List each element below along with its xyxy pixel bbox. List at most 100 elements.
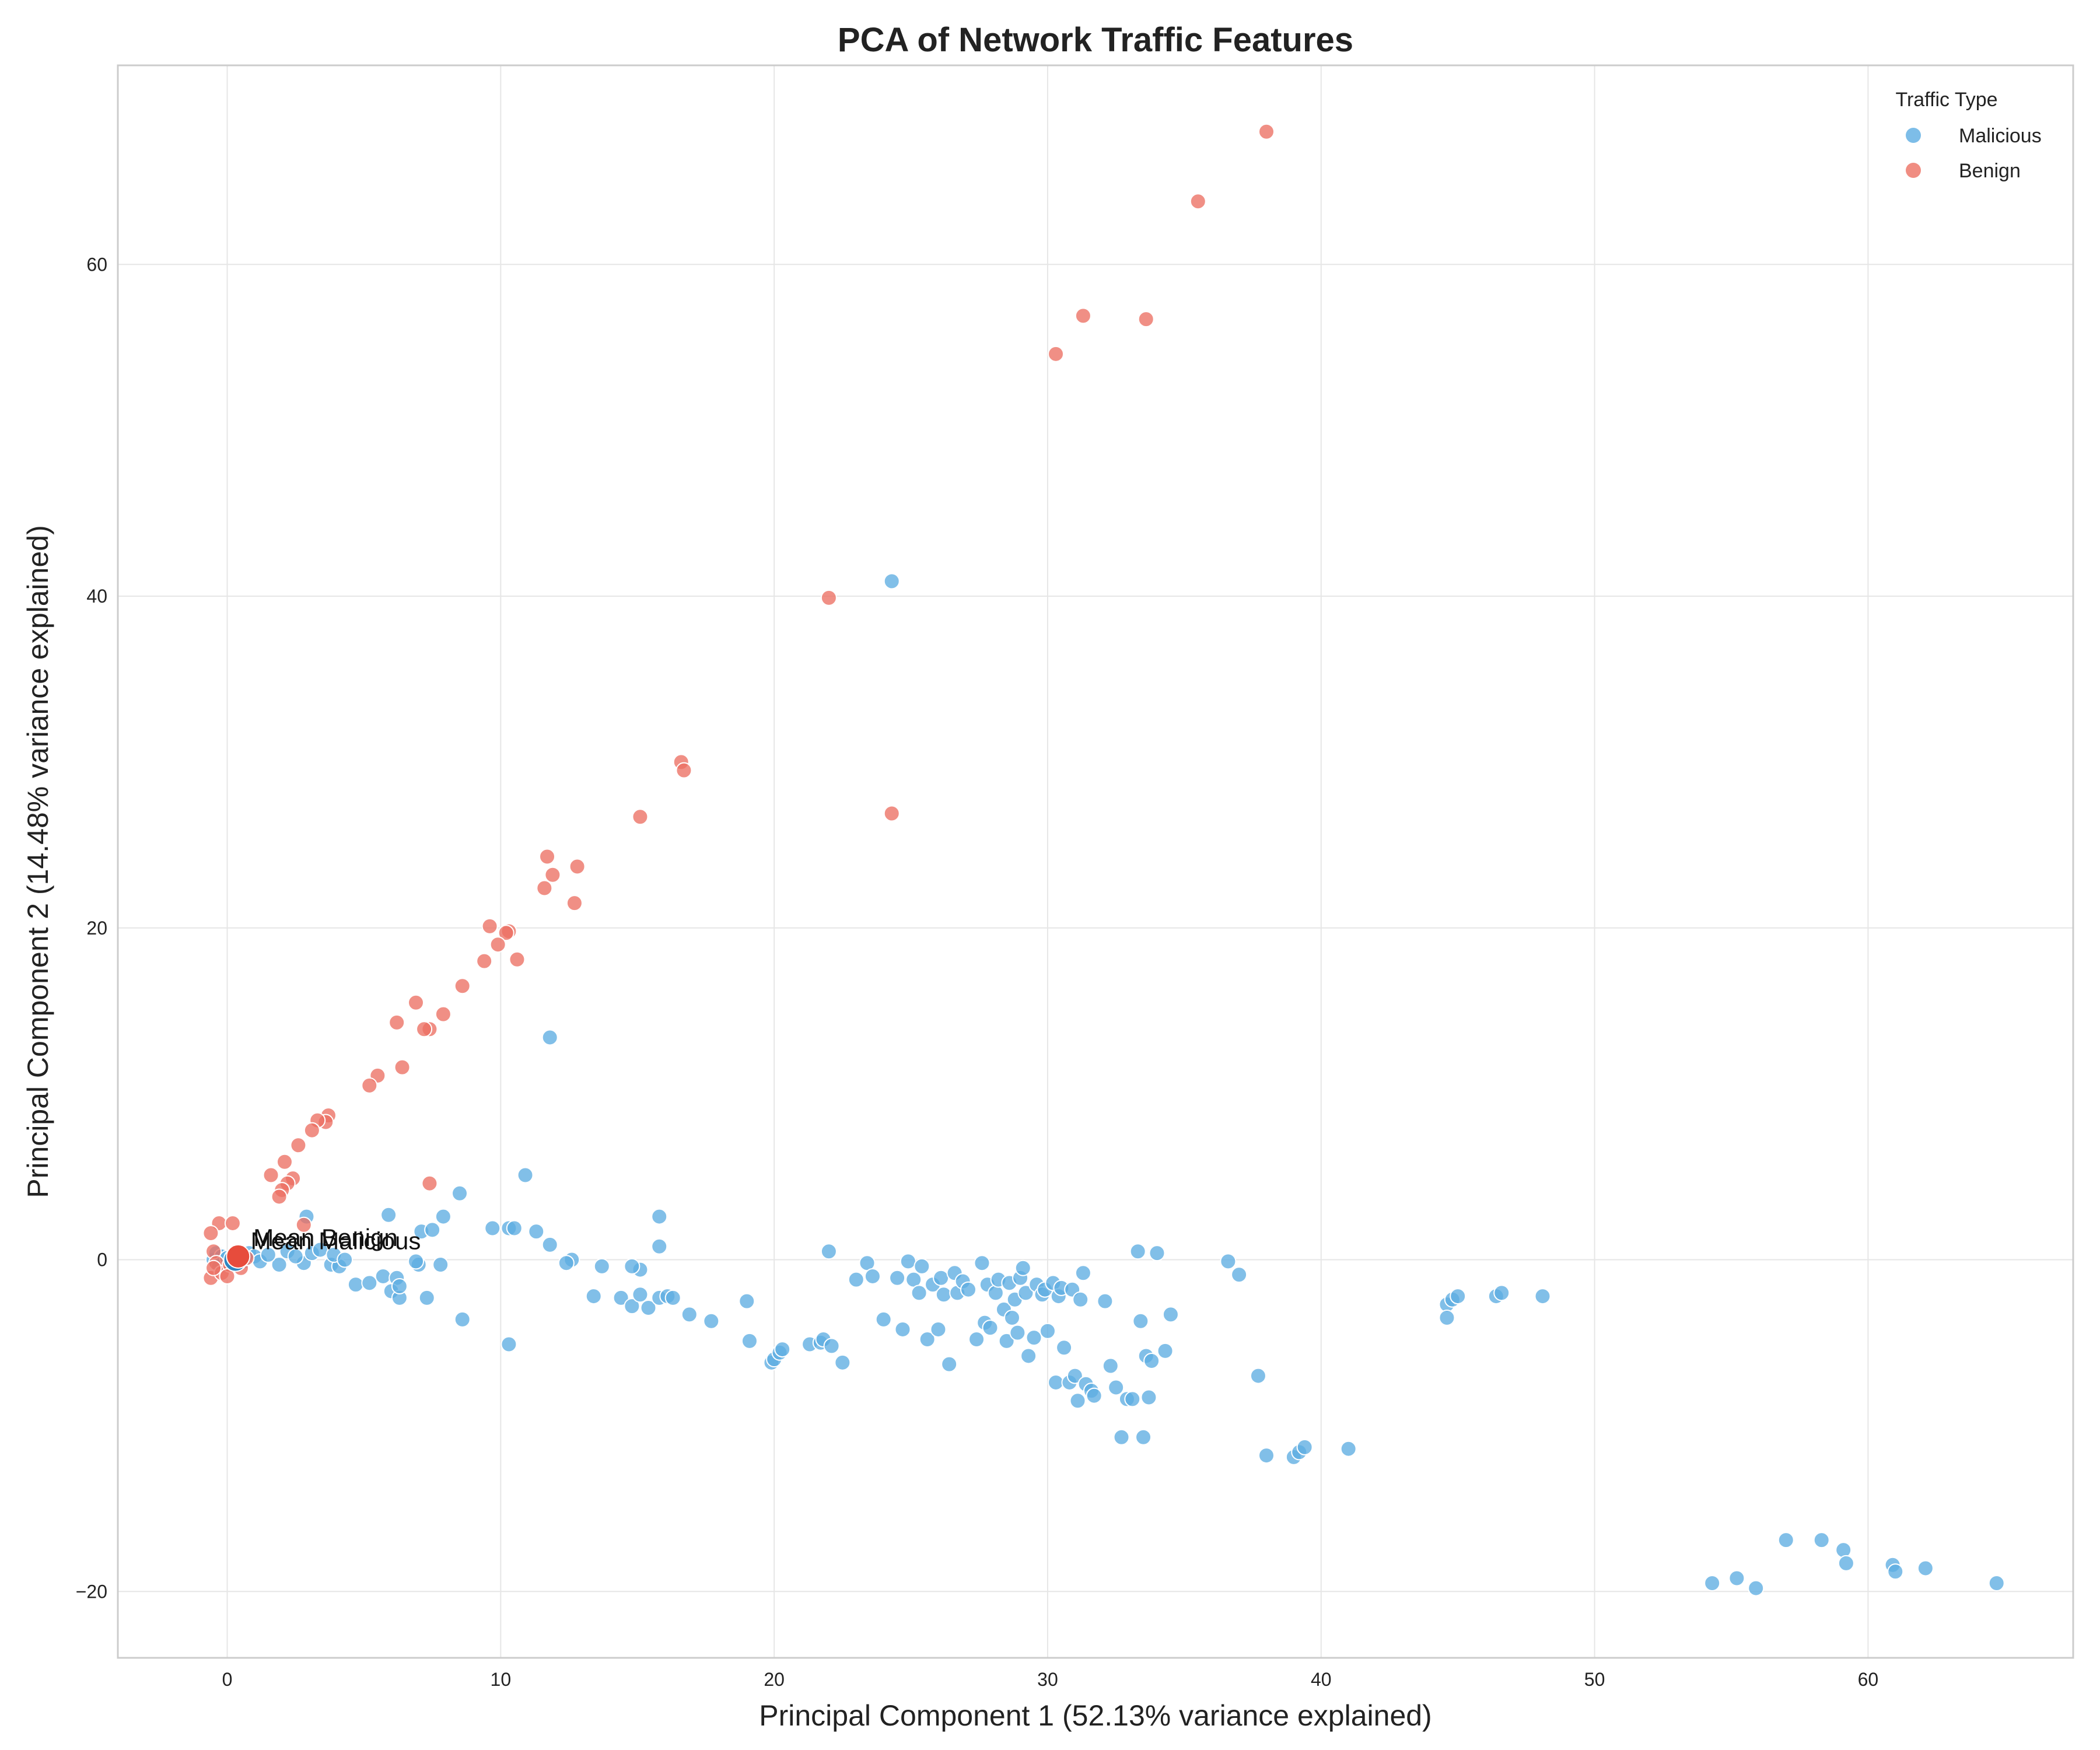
data-point-malicious (933, 1269, 950, 1286)
data-point-malicious (361, 1275, 378, 1292)
data-point-malicious (1048, 1374, 1065, 1391)
data-point-malicious (1534, 1288, 1551, 1305)
data-point-malicious (1020, 1348, 1037, 1364)
data-point-benign (1258, 123, 1275, 140)
data-point-benign (1074, 307, 1091, 324)
data-point-malicious (1039, 1322, 1056, 1339)
data-point-malicious (1704, 1575, 1721, 1592)
data-point-malicious (452, 1185, 468, 1202)
data-point-malicious (506, 1220, 523, 1237)
data-point-benign (454, 978, 471, 995)
data-point-malicious (1988, 1575, 2005, 1592)
data-point-malicious (875, 1311, 892, 1328)
data-point-malicious (454, 1311, 471, 1328)
data-point-benign (224, 1214, 241, 1231)
data-point-malicious (374, 1268, 391, 1284)
plot-frame (117, 64, 2074, 1659)
x-tick-label: 20 (764, 1669, 785, 1690)
data-point-malicious (1072, 1291, 1089, 1308)
data-point-benign (476, 953, 493, 970)
data-point-benign (489, 936, 506, 953)
data-point-malicious (1074, 1265, 1091, 1282)
data-point-malicious (1056, 1339, 1073, 1356)
data-point-benign (569, 858, 586, 875)
data-point-malicious (1009, 1324, 1026, 1341)
tick-label-layer: 0 10 20 30 40 50 60 −20 0 20 40 60 (76, 254, 1878, 1690)
data-point-benign (481, 918, 498, 935)
legend-marker-benign (1906, 163, 1921, 178)
data-point-malicious (585, 1288, 602, 1305)
data-point-malicious (883, 573, 900, 590)
data-point-malicious (1149, 1245, 1166, 1262)
data-point-benign (295, 1216, 312, 1233)
data-point-malicious (1748, 1580, 1765, 1597)
data-point-benign (205, 1259, 222, 1276)
data-point-malicious (911, 1284, 928, 1301)
data-point-malicious (1102, 1357, 1119, 1374)
data-point-malicious (1220, 1253, 1237, 1270)
data-point-malicious (1069, 1392, 1086, 1409)
data-point-malicious (1296, 1438, 1313, 1455)
x-axis-label: Principal Component 1 (52.13% variance e… (759, 1699, 1432, 1732)
data-point-malicious (914, 1258, 930, 1275)
data-point-malicious (640, 1299, 657, 1316)
y-tick-label: 0 (97, 1250, 107, 1270)
data-point-malicious (501, 1336, 517, 1353)
data-point-malicious (1777, 1532, 1794, 1549)
points-layer (202, 123, 2005, 1597)
data-point-malicious (1157, 1342, 1174, 1359)
data-point-benign (883, 805, 900, 822)
data-point-malicious (651, 1208, 668, 1225)
data-point-benign (544, 866, 561, 883)
data-point-malicious (774, 1341, 791, 1358)
data-point-malicious (558, 1255, 575, 1272)
data-point-malicious (1014, 1259, 1031, 1276)
data-point-malicious (651, 1238, 668, 1255)
data-point-malicious (347, 1276, 364, 1293)
data-point-malicious (900, 1253, 916, 1270)
legend-marker-malicious (1906, 128, 1921, 143)
data-point-benign (394, 1059, 411, 1076)
data-point-malicious (1917, 1560, 1934, 1577)
y-tick-label: 20 (86, 918, 107, 939)
data-point-benign (536, 880, 553, 897)
y-tick-label: −20 (76, 1581, 107, 1602)
data-point-benign (820, 589, 837, 606)
data-point-malicious (820, 1243, 837, 1260)
x-tick-label: 60 (1858, 1669, 1879, 1690)
annotation-mean-malicious: Mean Malicious (251, 1227, 421, 1255)
x-tick-label: 40 (1311, 1669, 1332, 1690)
data-point-malicious (703, 1312, 720, 1329)
data-point-malicious (848, 1271, 864, 1288)
data-point-benign (262, 1167, 279, 1184)
data-point-benign (276, 1153, 293, 1170)
data-point-malicious (424, 1222, 441, 1238)
data-point-malicious (1140, 1389, 1157, 1406)
data-point-benign (1048, 345, 1065, 362)
data-point-malicious (1838, 1555, 1854, 1572)
data-point-malicious (1135, 1429, 1152, 1446)
data-point-malicious (1086, 1387, 1102, 1404)
data-point-malicious (1113, 1429, 1130, 1446)
data-point-malicious (1728, 1570, 1745, 1587)
data-point-malicious (919, 1331, 936, 1348)
data-point-malicious (1258, 1447, 1275, 1464)
data-point-malicious (1450, 1288, 1466, 1305)
chart-title: PCA of Network Traffic Features (838, 21, 1353, 59)
legend: Traffic Type Malicious Benign (1895, 89, 2041, 182)
data-point-benign (202, 1225, 219, 1241)
data-point-malicious (681, 1306, 698, 1323)
data-point-malicious (1835, 1542, 1852, 1559)
data-point-malicious (834, 1354, 851, 1371)
data-point-malicious (894, 1321, 911, 1338)
annotation-mean-benign: Mean Benign (253, 1224, 398, 1251)
data-point-benign (1138, 311, 1154, 328)
data-point-malicious (517, 1167, 534, 1184)
marker-mean-benign (226, 1244, 251, 1269)
data-point-malicious (941, 1356, 958, 1373)
data-point-malicious (337, 1251, 354, 1268)
x-tick-label: 50 (1584, 1669, 1605, 1690)
